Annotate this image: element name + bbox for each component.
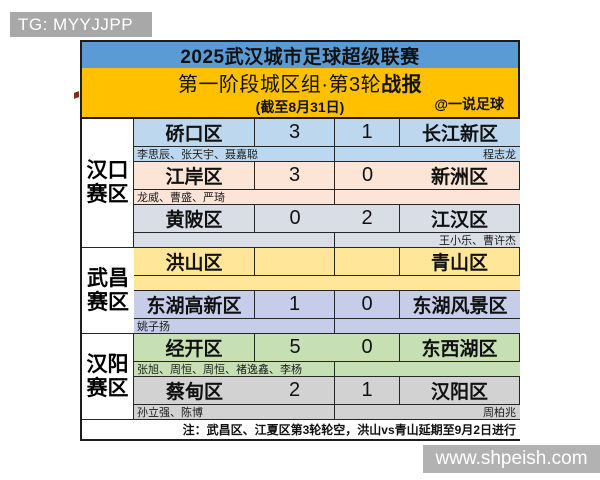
away-score: 0 [335,291,400,319]
home-team: 江岸区 [134,162,255,190]
home-scorers: 李思辰、张天宇、聂嘉聪 [134,147,335,162]
home-scorers [134,276,335,291]
away-score: 0 [335,334,400,362]
website-watermark: www.shpeish.com [423,445,600,473]
home-team: 蔡甸区 [134,377,255,405]
footer-note: 注：武昌区、江夏区第3轮轮空，洪山vs青山延期至9月2日进行 [82,420,520,439]
home-score: 3 [255,162,335,190]
home-team: 硚口区 [134,119,255,147]
results-grid: 汉口 赛区 硚口区 3 1 长江新区 李思辰、张天宇、聂嘉聪 程志龙 江岸区 3… [82,117,520,439]
away-team: 新洲区 [400,162,520,190]
away-score [335,248,400,276]
red-mark-artifact [74,91,79,99]
home-team: 东湖高新区 [134,291,255,319]
away-team: 东西湖区 [400,334,520,362]
home-score: 3 [255,119,335,147]
away-scorers: 程志龙 [335,147,520,162]
away-score: 1 [335,119,400,147]
away-scorers: 王小乐、曹许杰 [335,233,520,248]
table-subtitle-bar: 第一阶段城区组·第3轮 战报 (截至8月31日) @一说足球 [82,68,518,117]
away-score: 1 [335,377,400,405]
home-team: 洪山区 [134,248,255,276]
away-team: 青山区 [400,248,520,276]
subtitle-text: 第一阶段城区组·第3轮 [177,73,382,96]
away-scorers [335,319,520,334]
date-note: (截至8月31日) [255,98,345,115]
away-scorers [335,190,520,205]
away-scorers [335,276,520,291]
zone-label-hanyang: 汉阳 赛区 [82,334,134,420]
telegram-watermark: TG: MYYJJPP [10,12,152,37]
home-score: 2 [255,377,335,405]
away-team: 长江新区 [400,119,520,147]
home-score: 0 [255,205,335,233]
away-scorers [335,362,520,377]
home-score [255,248,335,276]
home-score: 1 [255,291,335,319]
away-score: 2 [335,205,400,233]
away-team: 江汉区 [400,205,520,233]
table-title: 2025武汉城市足球超级联赛 [82,42,518,68]
zone-label-wuchang: 武昌 赛区 [82,248,134,334]
zone-label-hankou: 汉口 赛区 [82,119,134,248]
subtitle-bold-text: 战报 [381,73,423,96]
home-scorers [134,233,335,248]
home-scorers: 姚子扬 [134,319,335,334]
home-scorers: 孙立强、陈博 [134,405,335,420]
away-scorers: 周柏兆 [335,405,520,420]
away-score: 0 [335,162,400,190]
home-scorers: 龙威、曹盛、严琦 [134,190,335,205]
home-team: 黄陂区 [134,205,255,233]
home-scorers: 张旭、周恒、周恒、褚逸鑫、李杨 [134,362,335,377]
away-team: 东湖风景区 [400,291,520,319]
league-results-table: 2025武汉城市足球超级联赛 第一阶段城区组·第3轮 战报 (截至8月31日) @… [80,40,520,441]
author-credit: @一说足球 [434,96,504,112]
home-score: 5 [255,334,335,362]
home-team: 经开区 [134,334,255,362]
subtitle-line: 第一阶段城区组·第3轮 战报 [82,68,518,96]
away-team: 汉阳区 [400,377,520,405]
